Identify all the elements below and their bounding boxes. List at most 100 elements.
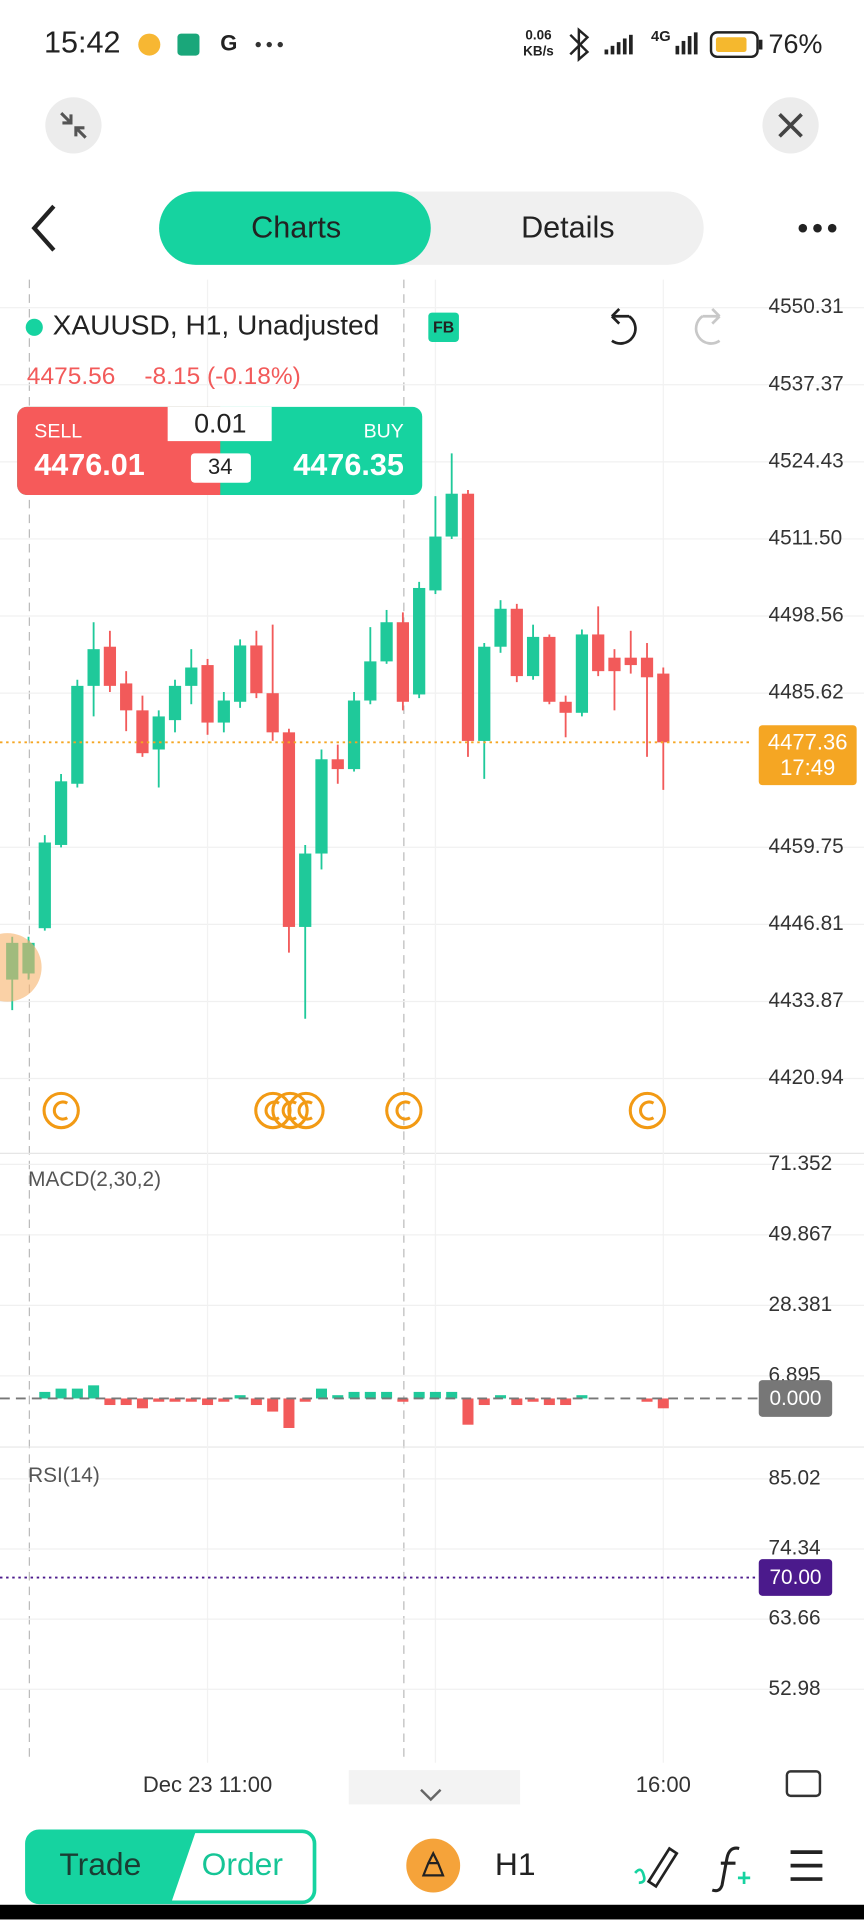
y-tick-label: 28.381	[769, 1293, 833, 1316]
histogram-bar	[250, 1398, 262, 1406]
candle-body	[575, 634, 589, 713]
gold-button[interactable]	[406, 1838, 461, 1893]
spread: 34	[208, 454, 233, 479]
y-tick-label: 4485.62	[769, 681, 844, 704]
candle-body	[543, 636, 556, 702]
histogram-bar	[348, 1391, 360, 1399]
candle-body	[38, 842, 51, 929]
histogram-bar	[413, 1391, 425, 1399]
histogram-bar	[169, 1398, 181, 1402]
more-button[interactable]	[798, 223, 837, 233]
candle-body	[380, 622, 393, 662]
histogram-bar	[55, 1388, 67, 1399]
histogram-bar	[364, 1391, 376, 1399]
candle-body	[103, 646, 117, 686]
histogram-bar	[332, 1395, 344, 1399]
tab-details[interactable]: Details	[521, 210, 614, 244]
histogram-bar	[202, 1398, 214, 1406]
undo-button[interactable]	[610, 307, 637, 345]
histogram-bar	[478, 1398, 490, 1406]
svg-text:G: G	[220, 30, 237, 55]
candle-body	[185, 667, 198, 686]
histogram-bar	[267, 1398, 279, 1412]
histogram-bar	[315, 1388, 327, 1399]
price-tag	[758, 725, 857, 786]
buy-price[interactable]: 4476.35	[293, 448, 404, 482]
candle-body	[201, 665, 214, 723]
status-time: 15:42	[44, 26, 121, 60]
histogram-bar	[153, 1398, 165, 1402]
y-tick-label: 4433.87	[769, 989, 844, 1012]
price-change: -8.15 (-0.18%)	[144, 363, 300, 390]
histogram-bar	[283, 1398, 295, 1428]
trade-button[interactable]: Trade	[59, 1846, 141, 1882]
fullscreen-button[interactable]	[785, 1770, 822, 1798]
tab-charts[interactable]: Charts	[251, 210, 341, 244]
candle-body	[559, 701, 572, 713]
histogram-bar	[429, 1391, 441, 1399]
back-button[interactable]	[31, 204, 56, 252]
histogram-bar	[511, 1398, 523, 1406]
candle-body	[233, 645, 247, 702]
candle-body	[478, 646, 491, 741]
symbol-title: XAUUSD, H1, Unadjusted	[53, 310, 380, 341]
indicator-button[interactable]	[711, 1846, 751, 1893]
sell-label[interactable]: SELL	[34, 421, 82, 443]
reference-tag	[758, 1559, 833, 1596]
bluetooth-icon	[569, 27, 590, 62]
sell-price[interactable]: 4476.01	[34, 448, 145, 482]
trade-order-toggle[interactable]	[25, 1829, 317, 1905]
histogram-bar	[446, 1391, 458, 1399]
badge: FB	[433, 320, 454, 337]
x-tick-label: 16:00	[636, 1772, 691, 1797]
timeframe-button[interactable]: H1	[495, 1846, 536, 1882]
indicator-title: MACD(2,30,2)	[28, 1168, 161, 1191]
last-price: 4475.56	[27, 363, 115, 390]
floating-button[interactable]	[0, 933, 42, 1002]
candle-body	[413, 587, 426, 695]
candle-body	[640, 657, 654, 678]
candle-body	[364, 661, 377, 701]
candle-body	[396, 622, 409, 702]
active-tab[interactable]	[159, 191, 431, 265]
candle-body	[136, 710, 149, 754]
histogram-bar	[495, 1395, 507, 1399]
candle-body	[494, 608, 507, 647]
y-tick-label: 4524.43	[769, 449, 844, 472]
order-button[interactable]: Order	[202, 1846, 284, 1882]
battery-level: 76%	[769, 29, 823, 59]
status-dot	[25, 318, 43, 336]
candle-body	[120, 683, 133, 711]
lot-size[interactable]: 0.01	[194, 408, 246, 438]
collapse-arrow[interactable]	[420, 1788, 442, 1802]
y-tick-label: 63.66	[769, 1607, 821, 1630]
reference-tag	[758, 1380, 833, 1417]
histogram-bar	[657, 1398, 669, 1409]
crosshair-label-bg	[348, 1770, 521, 1805]
event-markers[interactable]	[42, 1091, 667, 1130]
close-button[interactable]	[762, 97, 819, 154]
y-tick-label: 4420.94	[769, 1066, 844, 1089]
histogram-bar	[560, 1398, 572, 1406]
candle-body	[461, 493, 475, 741]
minimize-button[interactable]	[45, 97, 102, 154]
buy-label[interactable]: BUY	[364, 421, 404, 443]
y-tick-label: 4511.50	[769, 526, 843, 549]
y-tick-label: 4537.37	[769, 372, 844, 395]
y-tick-label: 85.02	[769, 1466, 821, 1489]
draw-button[interactable]	[634, 1846, 679, 1889]
candle-body	[592, 634, 605, 672]
candle-body	[624, 657, 637, 666]
y-tick-label: 4550.31	[769, 295, 844, 318]
menu-button[interactable]	[790, 1850, 823, 1881]
redo-button[interactable]	[694, 307, 721, 345]
histogram-bar	[397, 1398, 409, 1402]
candle-body	[526, 636, 540, 677]
candle-body	[315, 759, 328, 854]
candle-body	[608, 657, 621, 672]
histogram-bar	[185, 1398, 197, 1402]
plot-area: 4550.31 4537.37 4524.43 4511.50 4498.56 4485.…	[0, 279, 864, 1763]
y-tick-label: 71.352	[769, 1152, 833, 1175]
